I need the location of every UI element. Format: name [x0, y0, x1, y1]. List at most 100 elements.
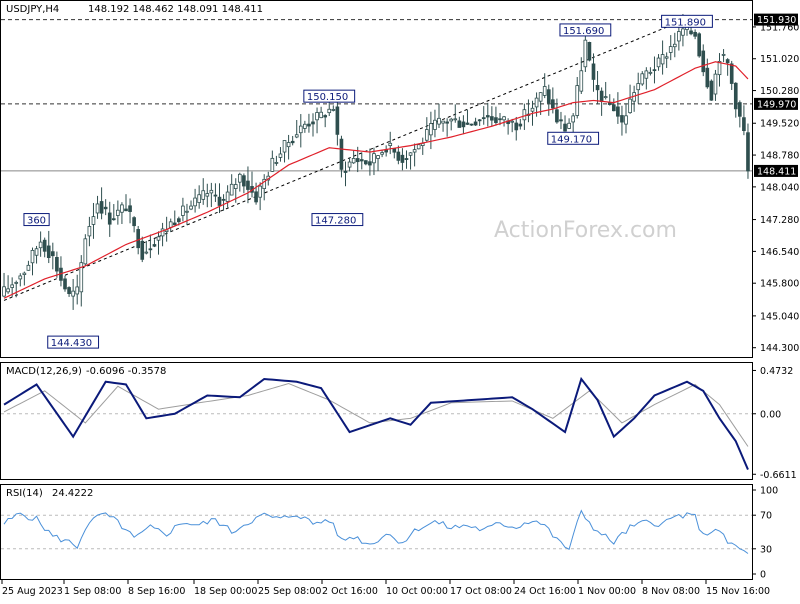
candle-body [331, 109, 336, 111]
time-tick-label: 10 Oct 00:00 [386, 586, 448, 597]
time-tick-label: 25 Aug 2023 [2, 586, 63, 597]
candle-body [347, 161, 352, 168]
rsi-plot [1, 509, 752, 554]
candle-body [160, 228, 165, 237]
candle-body [534, 97, 539, 108]
candle-body [254, 191, 258, 203]
candle-body [701, 50, 706, 73]
candle-body [368, 161, 372, 166]
candle-body [514, 122, 519, 131]
candle-body [95, 203, 100, 214]
candle-body [636, 83, 641, 91]
price-tick-label: 145.800 [760, 279, 799, 290]
candle-body [242, 175, 246, 187]
candle-body [87, 226, 92, 237]
price-plot: 360 144.430 150.150 147.280 151.690 149.170 15… [1, 13, 752, 349]
candle-body [38, 241, 43, 249]
candle-body [579, 70, 584, 92]
candle-body [197, 194, 201, 203]
candle-body [83, 238, 88, 265]
macd-tick-label: -0.6611 [760, 470, 797, 481]
time-tick-label: 8 Sep 16:00 [128, 586, 185, 597]
annotation-box [559, 23, 612, 37]
candle-body [681, 28, 685, 36]
candle-body [148, 248, 153, 251]
candle-body [18, 275, 23, 280]
candle-body [603, 96, 608, 99]
annotation-box [547, 131, 600, 145]
macd-axis: 0.4732 0.00 -0.6611 [752, 366, 797, 481]
candle-body [359, 159, 364, 162]
time-tick-label: 25 Sep 08:00 [258, 586, 321, 597]
candle-body [225, 191, 230, 202]
candle-body [461, 121, 466, 128]
rsi-tick-label: 100 [760, 486, 778, 497]
candle-body [124, 208, 128, 212]
candle-body [128, 205, 132, 212]
candle-body [319, 111, 323, 119]
annotation-label: 151.690 [563, 26, 604, 37]
candle-body [156, 236, 161, 241]
candle-body [351, 158, 356, 164]
candle-body [453, 118, 458, 121]
candle-body [282, 140, 287, 153]
price-tick-label: 148.780 [760, 151, 799, 162]
candle-body [311, 121, 315, 125]
candle-body [270, 157, 275, 172]
level-price-box [754, 13, 798, 26]
macd-values: -0.6096 -0.3578 [86, 366, 166, 377]
candle-body [355, 158, 360, 163]
candle-body [307, 123, 311, 127]
candle-body [262, 178, 267, 189]
candle-body [746, 132, 750, 172]
candle-body [75, 286, 80, 295]
candle-body [494, 117, 498, 123]
time-tick-label: 18 Sep 00:00 [194, 586, 257, 597]
candle-body [177, 218, 181, 223]
candle-body [689, 30, 693, 35]
candle-body [246, 180, 250, 190]
rsi-title: RSI(14) [6, 488, 43, 499]
candle-body [575, 85, 580, 116]
annotation-box [47, 335, 100, 349]
candle-body [408, 152, 413, 156]
time-tick-label: 15 Nov 16:00 [706, 586, 770, 597]
candle-body [6, 288, 10, 293]
candle-body [473, 121, 478, 126]
candle-body [55, 256, 59, 272]
candle-body [416, 144, 421, 150]
candle-body [620, 115, 624, 123]
candle-body [111, 218, 116, 221]
candle-body [563, 123, 567, 132]
candle-body [530, 107, 535, 112]
candle-body [677, 31, 681, 42]
macd-tick-label: 0.4732 [760, 366, 793, 377]
candle-body [404, 158, 409, 160]
candle-body [22, 272, 27, 276]
level-price-box [754, 164, 798, 177]
annotation-label: 150.150 [307, 92, 348, 103]
candle-body [644, 70, 649, 79]
candle-body [120, 204, 124, 213]
candle-body [185, 210, 189, 213]
candle-body [738, 102, 742, 117]
candle-body [490, 116, 494, 121]
candle-body [546, 89, 551, 104]
candle-body [168, 221, 173, 228]
candle-body [672, 43, 677, 48]
candle-body [323, 115, 328, 118]
candle-body [372, 153, 376, 164]
annotation-label: 151.890 [665, 17, 706, 28]
candle-body [14, 281, 19, 284]
candle-body [481, 117, 486, 120]
candle-body [693, 31, 697, 37]
candle-body [315, 112, 319, 121]
candle-body [274, 162, 279, 164]
candle-body [502, 116, 506, 121]
candle-body [400, 154, 405, 163]
candle-body [172, 222, 177, 226]
candle-body [189, 205, 193, 210]
candle-body [376, 155, 380, 159]
annotation-label: 144.430 [51, 338, 92, 349]
candle-body [713, 73, 718, 95]
